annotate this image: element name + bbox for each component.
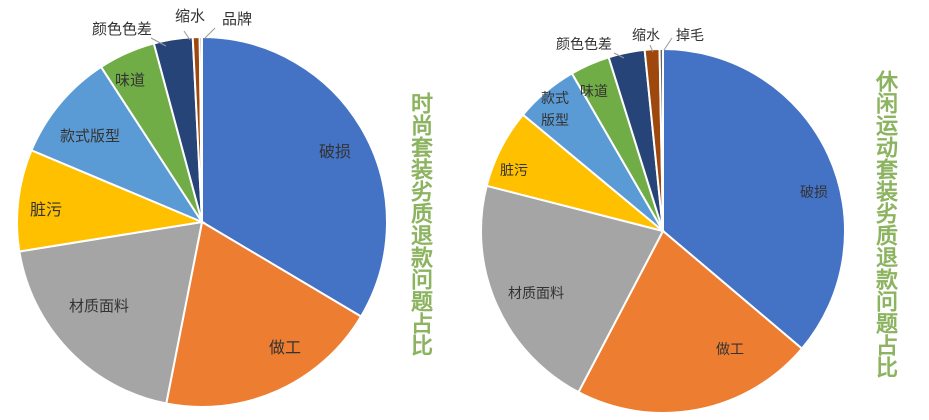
chart-title-left: 时尚套装劣质退款问题占比 [407, 92, 432, 356]
slice-label-left-0: 破损 [319, 142, 351, 161]
chart-title-right: 休闲运动套装劣质退款问题占比 [872, 70, 897, 378]
leader-line-right-8 [663, 37, 673, 51]
leader-line-left-8 [204, 27, 216, 39]
leader-line-right-6 [613, 52, 625, 59]
slice-label-left-4: 款式版型 [60, 127, 120, 145]
pie-slice-left-2 [18, 220, 204, 405]
pie-slice-right-0 [662, 47, 846, 351]
slice-label-right-6: 颜色色差 [556, 36, 612, 53]
slice-label-left-5: 味道 [115, 71, 145, 89]
slice-label-left-7: 缩水 [175, 7, 205, 25]
pie-slice-right-2 [480, 184, 665, 394]
slice-label-left-1: 做工 [269, 338, 301, 357]
slice-label-right-1: 做工 [716, 342, 744, 358]
slice-label-left-6: 颜色色差 [92, 20, 152, 38]
slice-label-left-3: 脏污 [30, 200, 62, 219]
slice-label-right-3: 脏污 [500, 163, 528, 179]
leader-line-right-7 [649, 44, 654, 53]
pie-slice-left-0 [201, 35, 388, 318]
slice-label-right-8: 掉毛 [676, 28, 704, 44]
slice-label-right-7: 缩水 [632, 28, 660, 44]
pie-slice-left-4 [30, 65, 205, 225]
slice-label-right-5: 味道 [580, 84, 608, 100]
slice-label-right-4: 款式版型 [541, 91, 569, 129]
slice-label-left-2: 材质面料 [69, 297, 129, 315]
slice-label-left-8: 品牌 [222, 10, 252, 28]
leader-line-left-6 [150, 37, 167, 47]
pie-slice-left-8 [198, 35, 203, 223]
pie-slice-right-1 [577, 229, 804, 414]
slice-label-right-0: 破损 [800, 185, 828, 201]
slice-label-right-2: 材质面料 [508, 286, 564, 302]
pie-slice-left-3 [16, 148, 206, 253]
pie-slice-right-8 [658, 47, 664, 232]
leader-line-left-7 [183, 30, 191, 41]
pie-slice-left-1 [165, 220, 363, 408]
